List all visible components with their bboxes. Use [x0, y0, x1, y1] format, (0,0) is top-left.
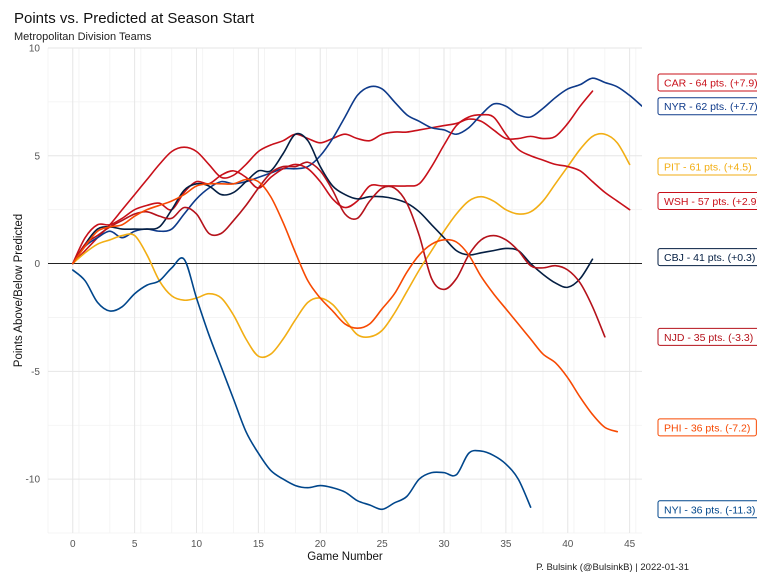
end-label-text: CBJ - 41 pts. (+0.3) [664, 252, 755, 264]
series-line [71, 257, 532, 511]
chart-caption: P. Bulsink (@BulsinkB) | 2022-01-31 [536, 562, 689, 573]
series-line [71, 132, 594, 289]
end-label: PHI - 36 pts. (-7.2) [657, 418, 757, 437]
end-label: CAR - 64 pts. (+7.9) [657, 73, 757, 92]
x-tick-label: 25 [377, 539, 389, 550]
x-tick-label: 45 [624, 539, 636, 550]
end-label-box [657, 157, 757, 176]
y-tick-label: 10 [29, 44, 41, 55]
end-label: PIT - 61 pts. (+4.5) [657, 157, 757, 176]
end-label-box [657, 418, 757, 437]
end-label-text: WSH - 57 pts. (+2.9) [664, 196, 757, 208]
series-line [71, 113, 631, 265]
y-tick-label: -10 [26, 475, 41, 486]
end-label-text: NYR - 62 pts. (+7.7) [664, 101, 757, 113]
x-axis-title: Game Number [307, 551, 383, 563]
x-tick-label: 5 [132, 539, 138, 550]
end-label-box [657, 97, 757, 116]
x-tick-label: 40 [562, 539, 574, 550]
end-label-text: CAR - 64 pts. (+7.9) [664, 77, 757, 89]
series-line [71, 77, 642, 265]
end-label: CBJ - 41 pts. (+0.3) [657, 248, 757, 267]
end-label-box [657, 192, 757, 211]
x-tick-label: 10 [191, 539, 203, 550]
series-line [71, 161, 606, 338]
grid [47, 47, 642, 534]
x-tick-label: 15 [253, 539, 265, 550]
end-label-box [657, 327, 757, 346]
end-label-box [657, 248, 757, 267]
series-line [71, 178, 619, 433]
y-tick-label: 5 [34, 151, 40, 162]
y-tick-label: 0 [34, 259, 40, 270]
y-axis-title: Points Above/Below Predicted [13, 214, 25, 367]
end-label-box [657, 500, 757, 519]
end-label: NJD - 35 pts. (-3.3) [657, 327, 757, 346]
end-labels: CAR - 64 pts. (+7.9) NYR - 62 pts. (+7.7)… [657, 73, 757, 519]
end-label: NYI - 36 pts. (-11.3) [657, 500, 757, 519]
chart-title: Points vs. Predicted at Season Start [14, 10, 255, 27]
series-line [71, 90, 594, 265]
end-label: WSH - 57 pts. (+2.9) [657, 192, 757, 211]
end-label-text: PHI - 36 pts. (-7.2) [664, 422, 750, 434]
x-tick-label: 0 [70, 539, 76, 550]
series-lines [71, 77, 642, 511]
end-label-text: NJD - 35 pts. (-3.3) [664, 332, 753, 344]
x-tick-label: 30 [438, 539, 450, 550]
end-label: NYR - 62 pts. (+7.7) [657, 97, 757, 116]
end-label-text: NYI - 36 pts. (-11.3) [664, 504, 755, 516]
x-tick-label: 35 [500, 539, 512, 550]
y-tick-label: -5 [31, 367, 40, 378]
x-tick-label: 20 [315, 539, 327, 550]
chart-subtitle: Metropolitan Division Teams [14, 31, 152, 43]
end-label-text: PIT - 61 pts. (+4.5) [664, 162, 752, 174]
end-label-box [657, 73, 757, 92]
